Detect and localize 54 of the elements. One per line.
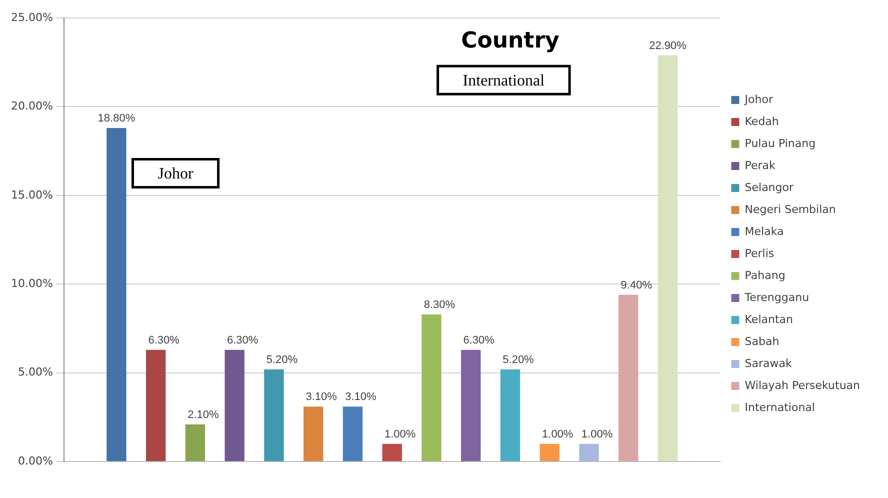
legend-label: Negeri Sembilan [744,202,836,216]
legend-label: Sarawak [744,356,792,370]
bar [461,350,481,462]
bar [618,294,638,462]
data-label: 3.10% [345,391,377,404]
legend-label: Pahang [744,268,786,282]
legend-label: Kelantan [744,312,794,326]
data-label: 6.30% [148,334,180,346]
legend-label: Wilayah Persekutuan [744,378,860,392]
bar [264,369,284,462]
annotation: Johor [158,165,194,182]
legend-label: Perak [744,158,776,172]
legend-label: International [744,400,815,414]
bar [106,128,126,462]
bar [540,444,560,462]
y-tick-label: 15.00% [10,188,53,202]
legend-label: Melaka [744,224,784,238]
data-label: 5.20% [266,354,298,366]
data-label: 9.40% [620,279,652,292]
bar [500,369,520,462]
data-label: 18.80% [98,112,136,125]
data-label: 8.30% [424,298,456,311]
bar [224,350,244,462]
data-label: 1.00% [384,428,416,440]
y-tick-label: 25.00% [10,10,53,24]
y-tick-label: 5.00% [18,366,53,379]
legend-label: Johor [744,92,774,106]
data-label: 1.00% [581,428,613,440]
bar [658,55,678,462]
data-label: 6.30% [463,334,495,346]
data-label: 22.90% [649,40,687,52]
legend-label: Perlis [744,246,774,260]
data-label: 6.30% [226,334,258,346]
legend-label: Sabah [744,334,780,348]
legend-label: Selangor [744,180,794,194]
legend-label: Pulau Pinang [744,136,816,150]
data-label: 2.10% [188,408,220,421]
y-tick-label: 20.00% [10,100,53,113]
legend-label: Kedah [744,114,779,128]
bar [185,424,206,462]
legend-label: Terengganu [744,290,810,304]
annotation: International [462,72,546,90]
y-tick-label: 10.00% [10,277,53,290]
bar [382,444,402,462]
bar [342,406,363,462]
bar [422,314,442,462]
data-label: 1.00% [542,428,574,440]
data-label: 5.20% [502,354,534,366]
text: Country [461,28,560,54]
bar [579,444,599,462]
data-label: 3.10% [306,391,338,404]
y-tick-label: 0.00% [18,454,53,468]
bar [304,406,324,462]
bar [146,350,166,462]
